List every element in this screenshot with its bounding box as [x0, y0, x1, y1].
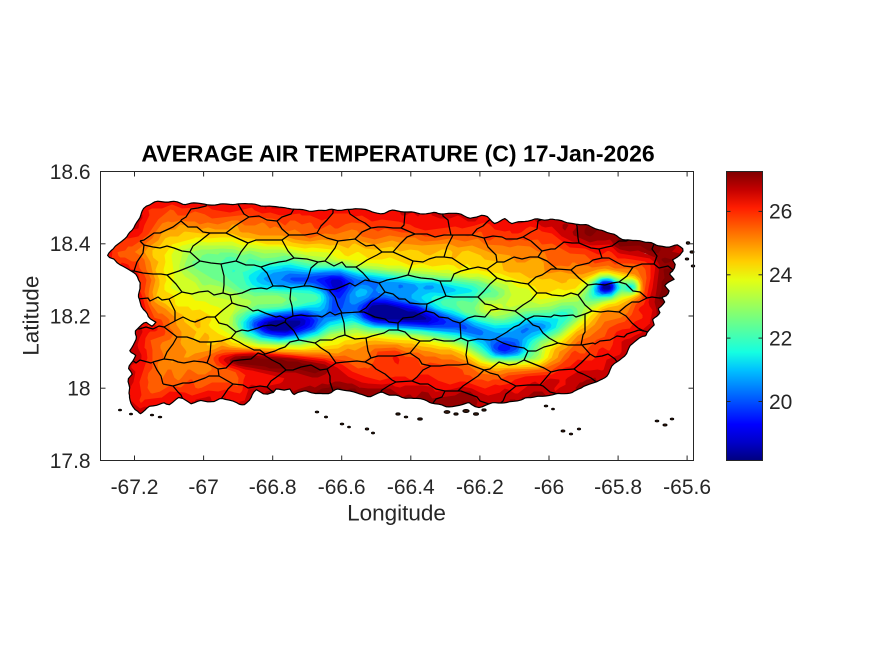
svg-text:17.8: 17.8 [50, 450, 91, 473]
svg-text:AVERAGE AIR TEMPERATURE (C) 17: AVERAGE AIR TEMPERATURE (C) 17-Jan-2026 [141, 141, 654, 167]
svg-text:-66.8: -66.8 [249, 476, 297, 499]
svg-text:24: 24 [769, 264, 793, 287]
svg-text:18.2: 18.2 [50, 305, 91, 328]
svg-text:18.4: 18.4 [50, 233, 91, 256]
svg-text:Latitude: Latitude [19, 276, 44, 356]
svg-text:26: 26 [769, 201, 792, 224]
svg-text:-66.2: -66.2 [456, 476, 504, 499]
svg-text:-66.6: -66.6 [318, 476, 366, 499]
svg-text:-66.4: -66.4 [387, 476, 435, 499]
svg-text:-65.6: -65.6 [663, 476, 711, 499]
svg-text:20: 20 [769, 391, 792, 414]
svg-text:Longitude: Longitude [347, 500, 446, 525]
svg-text:-67: -67 [188, 476, 218, 499]
svg-text:-65.8: -65.8 [594, 476, 642, 499]
svg-text:18.6: 18.6 [50, 161, 91, 184]
svg-text:-66: -66 [534, 476, 564, 499]
svg-text:-67.2: -67.2 [111, 476, 159, 499]
svg-text:18: 18 [67, 378, 90, 401]
svg-text:22: 22 [769, 327, 792, 350]
